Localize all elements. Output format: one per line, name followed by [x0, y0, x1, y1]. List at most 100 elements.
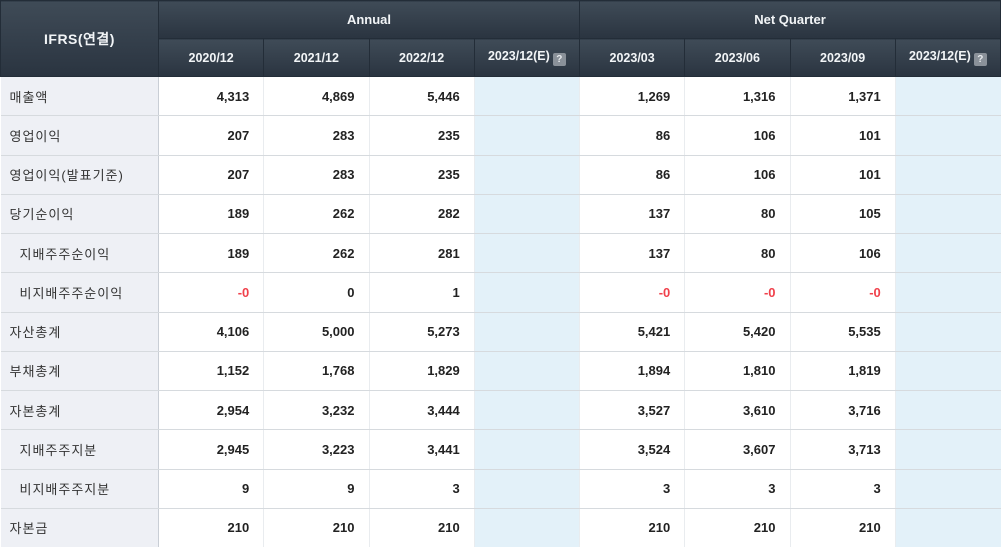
row-label: 지배주주지분 — [0, 429, 159, 470]
column-header-label: 2023/06 — [714, 50, 760, 65]
cell-value: 9 — [158, 469, 265, 509]
row-label: 지배주주순이익 — [0, 233, 159, 274]
cell-value: 80 — [684, 194, 791, 235]
cell-value: 1,810 — [684, 351, 791, 392]
table-row: 지배주주지분 2,945 3,223 3,441 3,524 3,607 3,713 — [0, 429, 1001, 470]
cell-value: 1,829 — [369, 351, 475, 392]
column-header-label: 2023/12(E) — [487, 49, 550, 63]
cell-value — [474, 390, 581, 431]
cell-value: 1,316 — [684, 76, 791, 117]
row-label: 비지배주주지분 — [0, 469, 159, 509]
cell-value: 283 — [263, 115, 370, 156]
cell-value: 262 — [263, 194, 370, 235]
cell-value: 282 — [369, 194, 475, 235]
cell-value — [474, 272, 581, 313]
cell-value: 3,524 — [579, 429, 686, 470]
cell-value: 101 — [790, 115, 896, 156]
cell-value: 106 — [684, 155, 791, 195]
estimate-help-icon[interactable]: ? — [552, 53, 566, 66]
cell-value — [474, 351, 581, 392]
cell-value: 4,869 — [263, 76, 370, 117]
cell-value: 4,106 — [158, 312, 265, 352]
table-row: 당기순이익 189 262 282 137 80 105 — [0, 194, 1001, 235]
cell-value: 3,223 — [263, 429, 370, 470]
cell-value: 137 — [579, 233, 686, 274]
column-header-2021-12: 2021/12 — [263, 38, 370, 77]
cell-value: 189 — [158, 233, 265, 274]
cell-value: 4,313 — [158, 76, 265, 117]
cell-value: 1,819 — [790, 351, 896, 392]
row-label: 당기순이익 — [0, 194, 159, 235]
row-label: 자본금 — [0, 508, 159, 547]
cell-value — [895, 390, 1001, 431]
header-date-row: 2020/12 2021/12 2022/12 2023/12(E)? 2023/03 2… — [1, 38, 1001, 77]
cell-value — [474, 194, 581, 235]
table-body: 매출액 4,313 4,869 5,446 1,269 1,316 1,371 영업이익 207… — [0, 76, 1001, 547]
cell-value: 5,421 — [579, 312, 686, 352]
cell-value: 1,768 — [263, 351, 370, 392]
cell-value: -0 — [684, 272, 791, 313]
table-header: IFRS(연결) Annual Net Quarter 2020/12 2021/… — [0, 0, 1001, 77]
table-row: 매출액 4,313 4,869 5,446 1,269 1,316 1,371 — [0, 76, 1001, 117]
row-label: 자본총계 — [0, 390, 159, 431]
cell-value: 207 — [158, 155, 265, 195]
cell-value — [474, 469, 581, 509]
column-header-2023-06: 2023/06 — [684, 38, 791, 77]
cell-value: 3,441 — [369, 429, 475, 470]
cell-value — [895, 272, 1001, 313]
cell-value: 86 — [579, 155, 686, 195]
cell-value — [895, 351, 1001, 392]
cell-value: -0 — [790, 272, 896, 313]
cell-value: 210 — [579, 508, 686, 547]
cell-value: 235 — [369, 115, 475, 156]
cell-value: 5,535 — [790, 312, 896, 352]
cell-value: 101 — [790, 155, 896, 195]
column-header-label: 2023/03 — [609, 50, 655, 65]
table-row: 지배주주순이익 189 262 281 137 80 106 — [0, 233, 1001, 274]
cell-value: 3,607 — [684, 429, 791, 470]
column-header-2023-12-e-: 2023/12(E)? — [894, 38, 1001, 77]
cell-value: 3 — [684, 469, 791, 509]
cell-value — [474, 429, 581, 470]
cell-value: 1 — [369, 272, 475, 313]
cell-value: 3,610 — [684, 390, 791, 431]
cell-value: 2,954 — [158, 390, 265, 431]
cell-value: 106 — [684, 115, 791, 156]
cell-value: -0 — [579, 272, 686, 313]
table-row: 영업이익 207 283 235 86 106 101 — [0, 115, 1001, 156]
cell-value — [895, 508, 1001, 547]
table-row: 비지배주주순이익 -0 0 1 -0 -0 -0 — [0, 272, 1001, 313]
cell-value — [474, 233, 581, 274]
cell-value — [474, 115, 581, 156]
cell-value: 210 — [263, 508, 370, 547]
cell-value: 210 — [684, 508, 791, 547]
cell-value — [895, 429, 1001, 470]
cell-value: 80 — [684, 233, 791, 274]
cell-value — [474, 155, 581, 195]
cell-value: 3 — [369, 469, 475, 509]
cell-value — [895, 312, 1001, 352]
group-header-net-quarter: Net Quarter — [579, 0, 1001, 39]
cell-value: 5,000 — [263, 312, 370, 352]
cell-value: 2,945 — [158, 429, 265, 470]
estimate-help-icon[interactable]: ? — [973, 53, 987, 66]
cell-value: 9 — [263, 469, 370, 509]
cell-value: 3,444 — [369, 390, 475, 431]
column-header-label: 2020/12 — [188, 50, 234, 65]
row-label: 영업이익 — [0, 115, 159, 156]
cell-value — [474, 312, 581, 352]
cell-value: 3,713 — [790, 429, 896, 470]
cell-value — [474, 76, 581, 117]
cell-value: 0 — [263, 272, 370, 313]
table-row: 부채총계 1,152 1,768 1,829 1,894 1,810 1,819 — [0, 351, 1001, 392]
cell-value: 235 — [369, 155, 475, 195]
cell-value: 283 — [263, 155, 370, 195]
cell-value: 1,152 — [158, 351, 265, 392]
cell-value — [895, 194, 1001, 235]
cell-value: 86 — [579, 115, 686, 156]
cell-value — [895, 469, 1001, 509]
column-header-label: 2023/09 — [820, 50, 866, 65]
cell-value: 3 — [790, 469, 896, 509]
cell-value — [895, 76, 1001, 117]
